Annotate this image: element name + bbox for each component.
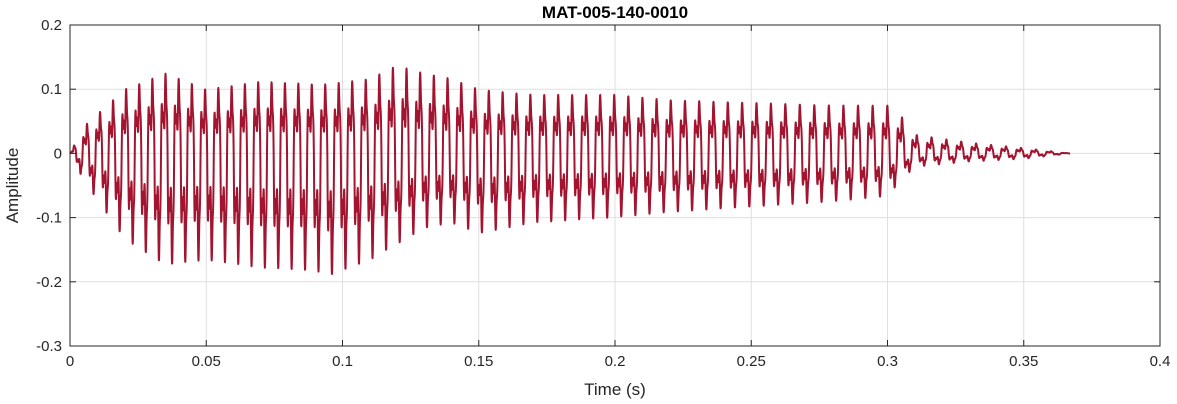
x-tick-label: 0.15 (464, 353, 493, 370)
y-tick-label: -0.2 (36, 274, 62, 291)
waveform-line (69, 66, 1071, 276)
x-tick-label: 0.2 (605, 353, 626, 370)
y-tick-label: -0.3 (36, 338, 62, 355)
y-tick-label: -0.1 (36, 210, 62, 227)
y-tick-label: 0 (54, 145, 62, 162)
x-tick-label: 0.25 (737, 353, 766, 370)
waveform-series (69, 66, 1071, 276)
axis-ticks: 0 0.05 0.1 0.15 0.2 0.25 0.3 0.35 0.4 -0.3 -0.2 -0.… (36, 17, 1170, 370)
y-axis-label: Amplitude (3, 148, 22, 224)
x-tick-label: 0.4 (1150, 353, 1171, 370)
x-tick-label: 0.05 (192, 353, 221, 370)
x-tick-label: 0 (66, 353, 74, 370)
chart-title: MAT-005-140-0010 (542, 3, 688, 22)
y-tick-label: 0.2 (41, 17, 62, 34)
x-tick-label: 0.35 (1009, 353, 1038, 370)
x-tick-label: 0.3 (877, 353, 898, 370)
y-tick-label: 0.1 (41, 81, 62, 98)
x-tick-label: 0.1 (332, 353, 353, 370)
x-axis-label: Time (s) (584, 380, 646, 399)
